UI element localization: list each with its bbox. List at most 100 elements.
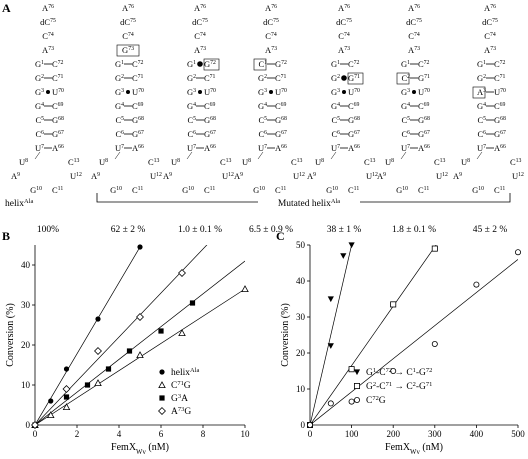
loop-nucleotide-G10: G10: [182, 185, 194, 195]
loop-nucleotide-A9: A9: [234, 171, 243, 181]
nucleotide-G72: G72: [204, 59, 216, 69]
nucleotide-G67: G67: [418, 129, 430, 139]
data-point: [431, 340, 438, 347]
nucleotide-G67: G67: [204, 129, 216, 139]
nucleotide-dC75: dC75: [120, 17, 136, 27]
nucleotide-G68: G68: [52, 115, 64, 125]
legend-label: G1-C72 → C1-G72: [366, 367, 432, 379]
helix-6: A76 dC75 C74 A73 G1 C72 G2 C71 A3 U70 G4 C69 C5 G68 C6…: [453, 3, 524, 235]
bracket-label-bg: [258, 195, 360, 208]
nucleotide-G1: G1: [35, 59, 44, 69]
panel-label-a: A: [2, 1, 11, 15]
nucleotide-A76: A76: [194, 3, 206, 13]
x-tick-label: 100: [345, 429, 359, 439]
nucleotide-C72: C72: [52, 59, 64, 69]
data-point: [158, 407, 166, 415]
data-point: [158, 328, 164, 334]
nucleotide-G68: G68: [275, 115, 287, 125]
nucleotide-A66: A66: [204, 143, 216, 153]
loop-nucleotide-G10: G10: [472, 185, 484, 195]
nucleotide-G4: G4: [477, 101, 486, 111]
loop-nucleotide-U8: U8: [242, 157, 251, 167]
legend-label: helixAla: [171, 367, 199, 379]
nucleotide-C6: C6: [401, 129, 410, 139]
mismatch-dot: [197, 61, 203, 67]
panel-a-helices: A76 dC75 C74 A73 G1 C72 G2 C71 G3 U70 G4 C69 C5 G68 C6…: [5, 3, 524, 235]
nucleotide-C71: C71: [132, 73, 144, 83]
nucleotide-dC75: dC75: [40, 17, 56, 27]
nucleotide-G1: G1: [477, 59, 486, 69]
percentage-value: 45 ± 2 %: [473, 225, 508, 235]
nucleotide-C6: C6: [258, 129, 267, 139]
nucleotide-C74: C74: [265, 31, 277, 41]
nucleotide-C74: C74: [408, 31, 420, 41]
data-point: [159, 369, 165, 375]
mutation-box: [472, 86, 486, 99]
mutation-box: [203, 58, 220, 71]
nucleotide-U70: U70: [132, 87, 144, 97]
legend-label: C72G: [366, 395, 386, 407]
data-point: [348, 366, 355, 373]
nucleotide-C72: C72: [494, 59, 506, 69]
legend-label: A73G: [171, 406, 191, 418]
loop-line: [400, 151, 407, 160]
nucleotide-G2: G2: [477, 73, 486, 83]
loop-nucleotide-C11: C11: [275, 185, 286, 195]
y-tick-label: 40: [296, 276, 306, 286]
panel-c-chart: 0 100 200 300 400 500 0 10 20 30 40 50 Conversion (%…: [280, 240, 525, 456]
nucleotide-C71: C71: [494, 73, 506, 83]
nucleotide-G4: G4: [115, 101, 124, 111]
nucleotide-A76: A76: [484, 3, 496, 13]
legend-label: G3A: [171, 393, 188, 405]
loop-nucleotide-C11: C11: [494, 185, 505, 195]
nucleotide-A73: A73: [484, 45, 496, 55]
data-point: [94, 347, 102, 355]
nucleotide-C69: C69: [204, 101, 216, 111]
nucleotide-G71: G71: [348, 73, 360, 83]
x-tick-label: 0: [33, 429, 38, 439]
loop-nucleotide-U8: U8: [171, 157, 180, 167]
nucleotide-dC75: dC75: [482, 17, 498, 27]
x-tick-label: 8: [201, 429, 206, 439]
data-point: [189, 300, 196, 306]
nucleotide-G4: G4: [35, 101, 44, 111]
x-tick-label: 0: [308, 429, 313, 439]
percentage-value: 6.5 ± 0.9 %: [249, 225, 293, 235]
helix-3: A76 dC75 C74 A73 C1 G72 G2 C71 G3 U70 G4 C69 C5 G68 C6…: [234, 3, 305, 235]
nucleotide-G71: G71: [418, 73, 430, 83]
nucleotide-G4: G4: [331, 101, 340, 111]
nucleotide-C5: C5: [187, 115, 196, 125]
y-tick-label: 30: [296, 312, 306, 322]
helix-2: A76 dC75 C74 A73 G1 G72 G2 C71 G3 U70 G4 C69 C5 G68 C6…: [163, 3, 234, 235]
nucleotide-G67: G67: [348, 129, 360, 139]
loop-nucleotide-C11: C11: [52, 185, 63, 195]
mismatch-dot: [341, 75, 347, 81]
loop-nucleotide-U12: U12: [70, 171, 82, 181]
nucleotide-dC75: dC75: [263, 17, 279, 27]
nucleotide-C1: C1: [258, 59, 267, 69]
data-point: [353, 382, 360, 389]
nucleotide-A66: A66: [348, 143, 360, 153]
nucleotide-A76: A76: [122, 3, 134, 13]
nucleotide-A3: A3: [477, 87, 486, 97]
x-tick-label: 2: [75, 429, 80, 439]
loop-nucleotide-A9: A9: [11, 171, 20, 181]
loop-nucleotide-G10: G10: [326, 185, 338, 195]
loop-nucleotide-C13: C13: [291, 157, 303, 167]
data-point: [105, 366, 112, 372]
nucleotide-G3: G3: [401, 87, 410, 97]
percentage-value: 100%: [37, 225, 59, 235]
data-point: [431, 245, 438, 252]
data-point: [63, 366, 70, 372]
nucleotide-G67: G67: [132, 129, 144, 139]
nucleotide-G1: G1: [187, 59, 196, 69]
data-point: [348, 398, 355, 405]
nucleotide-C69: C69: [494, 101, 506, 111]
helix-0: A76 dC75 C74 A73 G1 C72 G2 C71 G3 U70 G4 C69 C5 G68 C6…: [11, 3, 82, 235]
data-point: [178, 269, 186, 277]
nucleotide-G3: G3: [115, 87, 124, 97]
mutation-box: [396, 72, 410, 85]
data-point: [327, 343, 334, 349]
helix-1: A76 dC75 C74 G73 G1 C72 G2 C71 G3 U70 G4 C69 C5 G68 C6…: [91, 3, 162, 235]
nucleotide-G67: G67: [275, 129, 287, 139]
